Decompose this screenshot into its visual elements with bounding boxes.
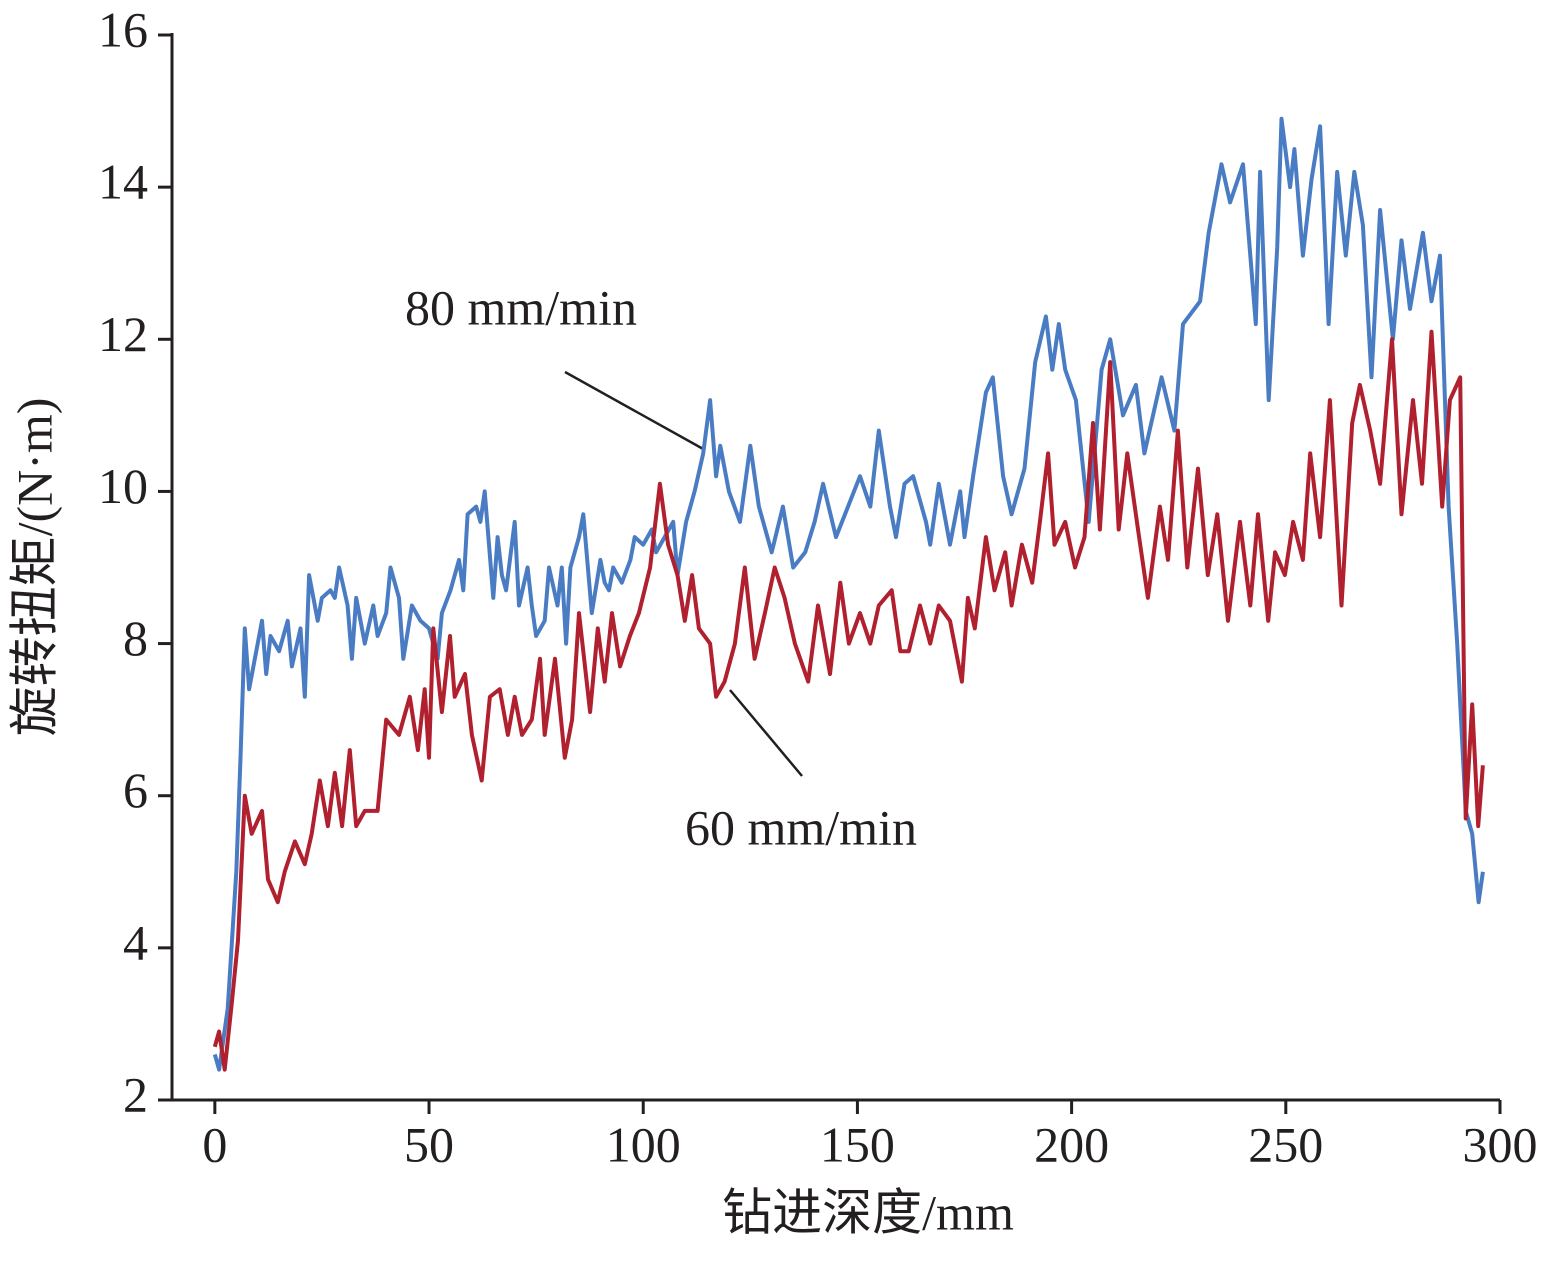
leader-line [564,370,706,452]
x-tick-label: 200 [1034,1116,1109,1172]
x-tick-label: 300 [1463,1116,1538,1172]
y-tick-label: 6 [123,762,148,818]
data-line [212,116,1485,1072]
y-tick-label: 2 [123,1066,148,1122]
y-tick-label: 4 [123,914,148,970]
y-axis-label: 旋转扭矩/(N·m) [6,398,62,737]
x-tick-label: 100 [606,1116,681,1172]
y-tick-label: 10 [98,458,148,514]
x-tick-label: 50 [404,1116,454,1172]
x-tick-label: 250 [1248,1116,1323,1172]
x-tick-label: 0 [202,1116,227,1172]
annotation: 80 mm/min [405,279,637,335]
data-line [212,329,1485,1072]
x-tick-label: 150 [820,1116,895,1172]
y-tick-label: 14 [98,154,148,210]
annotation: 60 mm/min [685,799,917,855]
y-tick-label: 8 [123,610,148,666]
y-tick-label: 12 [98,306,148,362]
y-tick-label: 16 [98,1,148,57]
leader-line [729,689,803,777]
x-axis-label: 钻进深度/mm [722,1184,1014,1240]
